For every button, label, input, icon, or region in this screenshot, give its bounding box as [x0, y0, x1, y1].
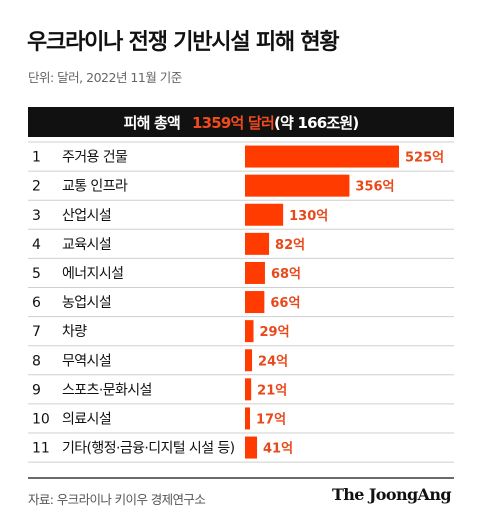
- bar: [245, 436, 258, 459]
- category-label: 기타(행정·금융·디지털 시설 등): [62, 441, 235, 457]
- rank-label: 6: [32, 295, 41, 311]
- unit-note: 단위: 달러, 2022년 11월 기준: [28, 70, 182, 85]
- bar: [245, 261, 265, 284]
- value-label: 41억: [263, 442, 293, 457]
- bar: [245, 320, 254, 343]
- rank-label: 7: [32, 324, 41, 340]
- value-label: 21억: [257, 383, 287, 398]
- bar: [245, 203, 284, 226]
- brand-logo: The JoongAng: [331, 485, 452, 504]
- rank-label: 5: [32, 266, 41, 282]
- rank-label: 2: [32, 179, 41, 195]
- rank-label: 9: [32, 382, 41, 398]
- category-label: 차량: [62, 324, 87, 340]
- value-label: 525억: [405, 151, 444, 166]
- value-label: 17억: [256, 412, 286, 427]
- category-label: 의료시설: [62, 411, 111, 427]
- rank-label: 4: [32, 237, 41, 253]
- source-note: 자료: 우크라이나 키이우 경제연구소: [28, 492, 206, 507]
- category-label: 스포츠·문화시설: [62, 382, 152, 398]
- category-label: 산업시설: [62, 208, 111, 224]
- rank-label: 8: [32, 353, 41, 369]
- value-label: 130억: [289, 209, 328, 224]
- rank-label: 10: [32, 411, 50, 427]
- value-label: 29억: [260, 325, 290, 340]
- value-label: 24억: [258, 354, 288, 369]
- rank-label: 3: [32, 208, 41, 224]
- total-banner: 피해 총액 1359억 달러 (약 166조원): [28, 107, 454, 137]
- category-label: 농업시설: [62, 295, 111, 311]
- category-label: 무역시설: [62, 353, 111, 369]
- value-label: 68억: [271, 267, 301, 282]
- total-value: 1359억 달러: [192, 113, 275, 132]
- value-label: 66억: [270, 296, 300, 311]
- bar: [245, 145, 399, 168]
- total-label: 피해 총액: [123, 113, 181, 132]
- value-label: 82억: [275, 238, 305, 253]
- bar: [245, 349, 253, 372]
- total-approx: (약 166조원): [273, 113, 359, 132]
- category-label: 교육시설: [62, 237, 111, 253]
- bar: [245, 174, 350, 197]
- rank-label: 11: [32, 441, 50, 457]
- rank-label: 1: [32, 150, 41, 166]
- bar: [245, 291, 265, 314]
- page-title: 우크라이나 전쟁 기반시설 피해 현황: [27, 30, 340, 55]
- category-label: 에너지시설: [62, 266, 123, 282]
- value-label: 356억: [355, 180, 394, 195]
- bar: [245, 232, 270, 255]
- bar: [245, 378, 252, 401]
- category-label: 주거용 건물: [62, 150, 128, 166]
- bar: [245, 407, 250, 430]
- category-label: 교통 인프라: [62, 179, 128, 195]
